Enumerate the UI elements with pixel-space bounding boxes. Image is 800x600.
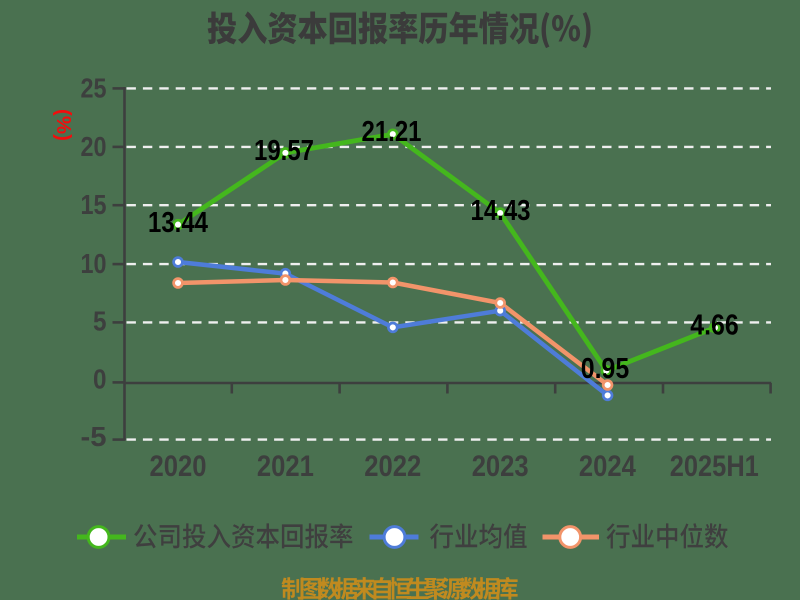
svg-text:(%): (%) — [52, 109, 75, 141]
svg-text:25: 25 — [81, 73, 107, 104]
svg-text:4.66: 4.66 — [690, 310, 739, 342]
svg-text:0: 0 — [93, 363, 107, 394]
svg-text:10: 10 — [81, 248, 107, 279]
svg-text:2021: 2021 — [257, 450, 314, 483]
svg-text:15: 15 — [81, 189, 107, 220]
svg-text:2020: 2020 — [150, 450, 207, 483]
svg-text:19.57: 19.57 — [254, 135, 314, 167]
svg-text:2024: 2024 — [579, 450, 636, 483]
svg-text:5: 5 — [93, 306, 107, 337]
svg-text:13.44: 13.44 — [148, 207, 208, 239]
svg-text:20: 20 — [81, 131, 107, 162]
svg-text:2022: 2022 — [364, 450, 421, 483]
svg-text:0.95: 0.95 — [581, 353, 630, 385]
svg-text:14.43: 14.43 — [471, 195, 531, 227]
svg-text:2025H1: 2025H1 — [670, 450, 759, 483]
svg-text:-5: -5 — [81, 421, 107, 452]
svg-text:21.21: 21.21 — [362, 116, 422, 148]
svg-text:2023: 2023 — [472, 450, 529, 483]
